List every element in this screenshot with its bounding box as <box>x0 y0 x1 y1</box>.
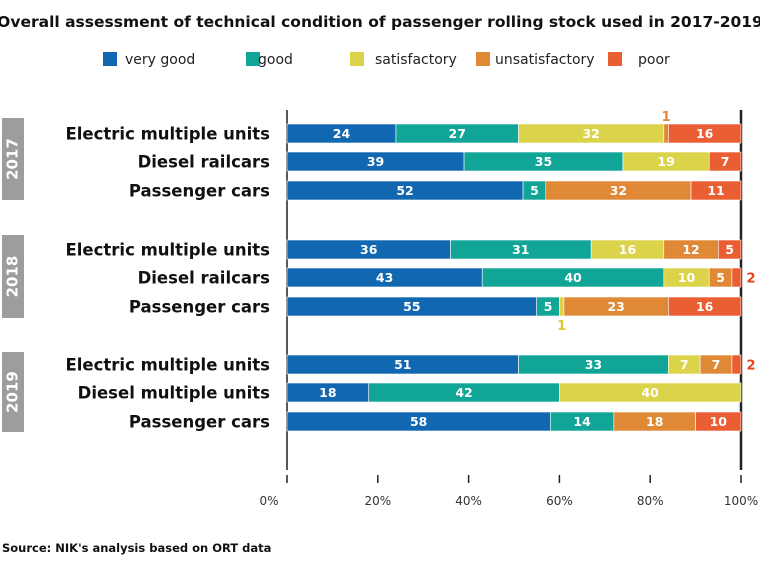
bar-segment <box>559 382 742 403</box>
data-label: 23 <box>607 299 624 314</box>
category-label: Diesel railcars <box>138 269 271 288</box>
year-label: 2017 <box>4 138 22 180</box>
bar-segment <box>731 354 742 375</box>
data-label: 16 <box>619 242 637 257</box>
legend-label: good <box>258 52 293 68</box>
category-label: Electric multiple units <box>65 125 270 144</box>
legend-label: very good <box>125 52 195 68</box>
bar-segment <box>695 411 742 432</box>
data-label-outside: 1 <box>557 319 566 334</box>
data-label: 36 <box>360 242 378 257</box>
data-label-outside: 2 <box>746 359 755 374</box>
data-label: 7 <box>712 357 721 372</box>
category-label: Passenger cars <box>129 298 270 317</box>
x-tick-label: 20% <box>364 494 391 508</box>
bar-segment <box>668 296 742 317</box>
data-label: 7 <box>721 154 730 169</box>
legend-swatch <box>246 52 260 66</box>
bar-segment <box>663 123 669 144</box>
legend-label: satisfactory <box>375 52 457 68</box>
category-label: Passenger cars <box>129 413 270 432</box>
data-label: 18 <box>646 414 663 429</box>
category-label: Electric multiple units <box>65 356 270 375</box>
x-tick-label: 0% <box>259 494 278 508</box>
data-label: 5 <box>544 299 553 314</box>
data-label-outside: 2 <box>746 272 755 287</box>
legend-label: unsatisfactory <box>495 52 595 68</box>
data-label: 32 <box>582 126 599 141</box>
year-box <box>2 118 24 200</box>
data-label: 18 <box>319 385 336 400</box>
data-label: 42 <box>455 385 472 400</box>
data-label: 40 <box>641 385 659 400</box>
data-label: 32 <box>610 183 627 198</box>
year-label: 2018 <box>4 256 22 298</box>
legend-swatch <box>103 52 117 66</box>
bar-segment <box>668 123 742 144</box>
data-label: 52 <box>396 183 413 198</box>
data-label: 31 <box>512 242 529 257</box>
x-tick-label: 100% <box>724 494 758 508</box>
legend-swatch <box>476 52 490 66</box>
data-label: 11 <box>707 183 724 198</box>
year-label: 2019 <box>4 371 22 413</box>
legend-swatch <box>608 52 622 66</box>
data-label: 5 <box>725 242 734 257</box>
source-note: Source: NIK's analysis based on ORT data <box>2 541 271 555</box>
data-label: 51 <box>394 357 411 372</box>
data-label: 39 <box>367 154 384 169</box>
category-label: Electric multiple units <box>65 241 270 260</box>
year-box <box>2 352 24 432</box>
data-label: 5 <box>530 183 539 198</box>
bar-segment <box>690 180 742 201</box>
data-label: 35 <box>535 154 552 169</box>
bar-segment <box>717 239 742 260</box>
legend-swatch <box>350 52 364 66</box>
category-label: Diesel multiple units <box>78 384 271 403</box>
bar-segment <box>731 267 742 288</box>
data-label: 58 <box>410 414 427 429</box>
year-box <box>2 235 24 318</box>
legend-label: poor <box>638 52 670 68</box>
data-label: 43 <box>376 270 393 285</box>
category-label: Diesel railcars <box>138 153 271 172</box>
data-label: 27 <box>449 126 466 141</box>
data-label-outside: 1 <box>662 110 671 125</box>
data-label: 16 <box>696 126 714 141</box>
data-label: 55 <box>403 299 420 314</box>
chart-title: Overall assessment of technical conditio… <box>0 13 760 31</box>
bar-segment <box>708 151 742 172</box>
data-label: 16 <box>696 299 714 314</box>
data-label: 10 <box>710 414 728 429</box>
x-tick-label: 40% <box>455 494 482 508</box>
bar-segment <box>559 296 565 317</box>
data-label: 40 <box>564 270 582 285</box>
data-label: 14 <box>573 414 591 429</box>
x-tick-label: 60% <box>546 494 573 508</box>
data-label: 5 <box>716 270 725 285</box>
x-tick-label: 80% <box>637 494 664 508</box>
category-label: Passenger cars <box>129 182 270 201</box>
data-label: 33 <box>585 357 602 372</box>
data-label: 24 <box>333 126 351 141</box>
data-label: 12 <box>682 242 699 257</box>
data-label: 10 <box>678 270 696 285</box>
data-label: 19 <box>657 154 674 169</box>
data-label: 7 <box>680 357 689 372</box>
